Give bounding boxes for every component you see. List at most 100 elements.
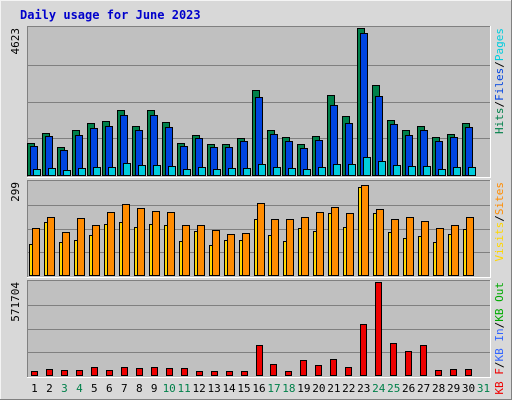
x-tick-label: 12 [193, 382, 206, 395]
bar-requests-pages-day-12 [198, 167, 206, 176]
bar-requests-files-day-23 [360, 33, 368, 176]
bar-volume-kb-f-day-28 [435, 370, 442, 376]
x-tick-label: 20 [312, 382, 325, 395]
bar-requests-pages-day-2 [48, 168, 56, 176]
bar-requests-pages-day-4 [78, 168, 86, 176]
bar-visitors-sites-day-6 [107, 212, 115, 276]
bar-requests-pages-day-18 [288, 168, 296, 176]
legend-separator: / [493, 362, 506, 369]
bar-visitors-sites-day-19 [301, 217, 309, 276]
bar-requests-files-day-16 [255, 97, 263, 176]
bar-requests-pages-day-14 [228, 168, 236, 176]
legend-hits: Hits [493, 108, 506, 135]
bar-visitors-sites-day-10 [167, 212, 175, 276]
bar-requests-pages-day-28 [438, 169, 446, 176]
bar-visitors-sites-day-17 [271, 219, 279, 276]
bar-requests-pages-day-11 [183, 169, 191, 176]
bar-visitors-sites-day-14 [227, 234, 235, 276]
bar-visitors-sites-day-24 [376, 209, 384, 276]
bar-requests-pages-day-16 [258, 164, 266, 176]
legend-separator: / [493, 101, 506, 108]
bar-volume-kb-f-day-26 [405, 351, 412, 376]
bar-requests-pages-day-24 [378, 161, 386, 176]
bar-requests-pages-day-19 [303, 169, 311, 176]
bar-requests-pages-day-7 [123, 163, 131, 176]
x-tick-label: 21 [327, 382, 340, 395]
bar-visitors-sites-day-3 [62, 232, 70, 276]
x-tick-label: 13 [207, 382, 220, 395]
bar-requests-pages-day-9 [153, 165, 161, 176]
bar-volume-kb-f-day-27 [420, 345, 427, 376]
legend-visits: Visits [493, 222, 506, 262]
bar-volume-kb-f-day-21 [330, 359, 337, 376]
bar-volume-kb-f-day-29 [450, 369, 457, 376]
bar-requests-pages-day-21 [333, 164, 341, 176]
bar-volume-kb-f-day-14 [226, 371, 233, 376]
bar-requests-pages-day-17 [273, 167, 281, 176]
bar-requests-pages-day-29 [453, 167, 461, 176]
bar-visitors-sites-day-16 [257, 203, 265, 276]
x-tick-label: 1 [31, 382, 38, 395]
x-tick-label: 2 [46, 382, 53, 395]
bar-requests-pages-day-27 [423, 166, 431, 176]
legend-separator: / [493, 61, 506, 68]
y-max-label: 299 [9, 182, 22, 202]
x-tick-label: 8 [136, 382, 143, 395]
bar-visitors-sites-day-26 [406, 217, 414, 276]
bar-visitors-sites-day-23 [361, 185, 369, 276]
x-tick-label: 15 [237, 382, 250, 395]
bar-visitors-sites-day-29 [451, 225, 459, 276]
bar-requests-pages-day-8 [138, 165, 146, 176]
x-tick-label: 9 [151, 382, 158, 395]
x-axis-labels: 1 2 3 4 5 6 7 8 9 10 11 12 13 14 15 16 17 18 19 20 21 22 23 24 2… [31, 382, 490, 395]
legend-kb-in: KB In [493, 328, 506, 361]
panels-layer: 4623Hits/Files/Pages299Visits/Sites57170… [9, 26, 506, 395]
bar-volume-kb-f-day-7 [121, 367, 128, 376]
x-tick-label: 5 [91, 382, 98, 395]
bar-requests-pages-day-15 [243, 168, 251, 176]
x-tick-label: 23 [357, 382, 370, 395]
x-tick-label: 11 [178, 382, 191, 395]
bar-visitors-sites-day-5 [92, 225, 100, 276]
x-tick-label: 19 [297, 382, 310, 395]
bar-visitors-sites-day-15 [242, 233, 250, 276]
bar-visitors-sites-day-4 [77, 218, 85, 276]
x-tick-label: 17 [267, 382, 280, 395]
x-tick-label: 27 [417, 382, 430, 395]
legend-kb-out: KB Out [493, 282, 506, 322]
bar-volume-kb-f-day-13 [211, 371, 218, 376]
bar-visitors-sites-day-22 [346, 213, 354, 276]
x-tick-label: 3 [61, 382, 68, 395]
bar-volume-kb-f-day-11 [181, 368, 188, 376]
bar-requests-pages-day-5 [93, 167, 101, 176]
legend-kb-f: KB F [493, 368, 506, 395]
bar-requests-pages-day-26 [408, 166, 416, 176]
bar-volume-kb-f-day-10 [166, 368, 173, 376]
bar-visitors-sites-day-11 [182, 225, 190, 276]
x-tick-label: 24 [372, 382, 386, 395]
bar-volume-kb-f-day-24 [375, 282, 382, 376]
x-tick-label: 6 [106, 382, 113, 395]
bar-visitors-sites-day-27 [421, 221, 429, 276]
bar-visitors-sites-day-12 [197, 225, 205, 276]
bar-requests-pages-day-22 [348, 164, 356, 176]
bar-volume-kb-f-day-4 [76, 370, 83, 376]
x-tick-label: 7 [121, 382, 128, 395]
bar-requests-pages-day-23 [363, 157, 371, 176]
bar-volume-kb-f-day-8 [136, 368, 143, 376]
bar-volume-kb-f-day-23 [360, 324, 367, 376]
legend-requests: Hits/Files/Pages [493, 28, 506, 134]
chart-title: Daily usage for June 2023 [20, 8, 201, 22]
bar-requests-pages-day-20 [318, 167, 326, 176]
bar-volume-kb-f-day-19 [300, 360, 307, 376]
legend-visitors: Visits/Sites [493, 182, 506, 262]
bar-requests-pages-day-1 [33, 169, 41, 176]
bar-requests-pages-day-30 [468, 167, 476, 176]
bar-visitors-sites-day-28 [436, 228, 444, 276]
panel-visitors: 299 Visits/Sites [9, 180, 506, 278]
legend-volume: KB F/KB In/KB Out [493, 282, 506, 395]
x-tick-label: 26 [402, 382, 415, 395]
